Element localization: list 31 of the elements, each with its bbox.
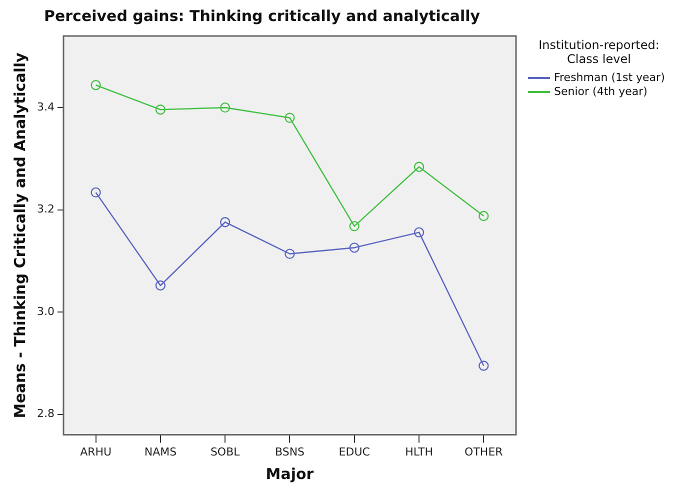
point — [414, 227, 424, 238]
point — [414, 162, 424, 172]
point — [478, 360, 489, 371]
legend-label: Freshman (1st year) — [554, 70, 665, 84]
x-tick-label: SOBL — [210, 445, 241, 458]
y-tick-label: 3.2 — [36, 202, 54, 216]
x-axis-title: Major — [266, 464, 314, 483]
point — [220, 102, 230, 113]
x-tick-label: NAMS — [144, 445, 177, 458]
point — [284, 112, 295, 123]
point — [478, 210, 489, 222]
point — [284, 248, 295, 259]
point — [90, 187, 101, 198]
y-axis-title: Means - Thinking Critically and Analytically — [10, 52, 29, 418]
y-tick-label: 3.4 — [36, 100, 54, 114]
x-tick-label: HLTH — [405, 445, 433, 458]
point — [155, 280, 166, 291]
y-tick-label: 3.0 — [36, 304, 54, 318]
point — [349, 242, 360, 253]
x-tick-label: OTHER — [464, 445, 504, 458]
legend-label: Senior (4th year) — [554, 84, 648, 98]
point — [155, 104, 166, 115]
chart-title: Perceived gains: Thinking critically and analytically — [44, 6, 480, 25]
x-tick-label: BSNS — [274, 445, 305, 458]
x-tick-label: EDUC — [338, 445, 370, 458]
point — [220, 217, 230, 228]
y-tick-label: 2.8 — [36, 407, 54, 420]
point — [90, 80, 101, 90]
legend-title: Institution-reported: Class level — [538, 38, 660, 66]
x-tick-label: ARHU — [80, 445, 112, 458]
point — [349, 221, 360, 232]
